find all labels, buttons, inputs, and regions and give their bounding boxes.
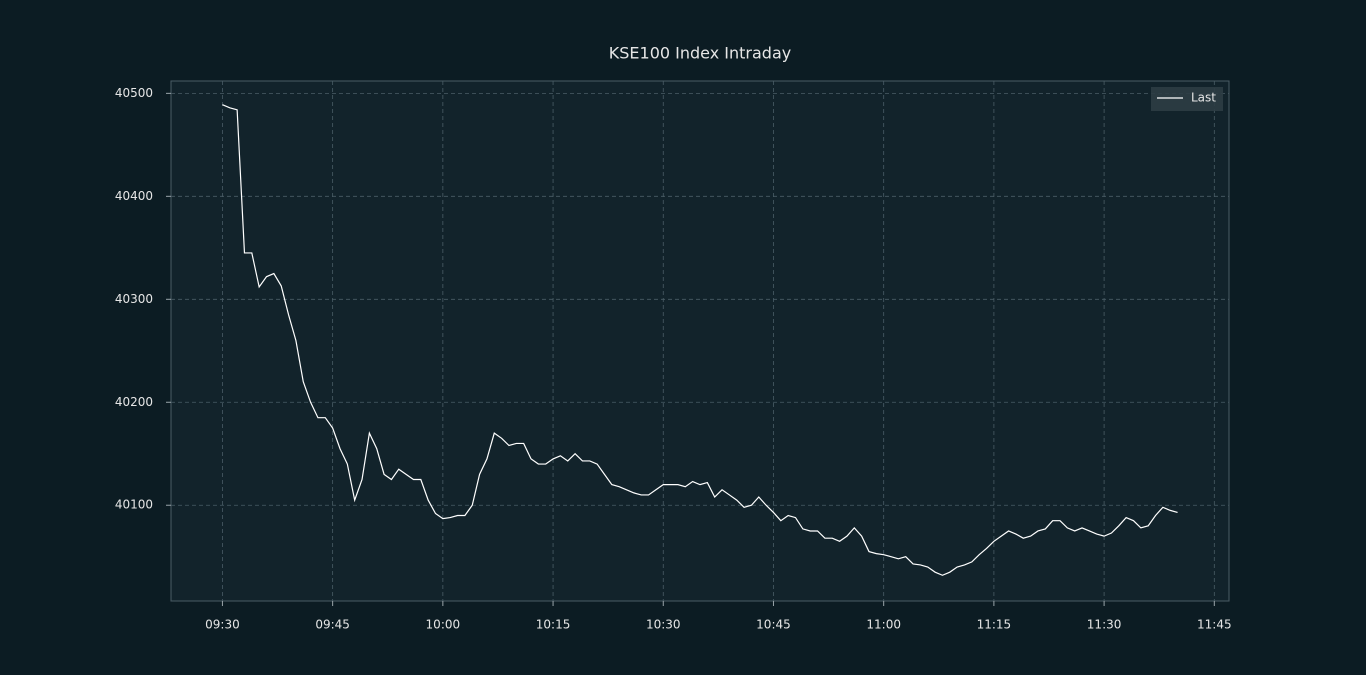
x-tick-label: 11:45 [1197,618,1232,632]
y-tick-label: 40300 [115,292,153,306]
y-tick-label: 40100 [115,498,153,512]
x-tick-label: 11:30 [1087,618,1122,632]
plot-area [170,80,1230,602]
x-tick-label: 10:00 [426,618,461,632]
x-tick-label: 11:00 [866,618,901,632]
line-series [222,104,1178,576]
x-tick-label: 09:45 [315,618,350,632]
x-tick-label: 10:45 [756,618,791,632]
x-tick-label: 09:30 [205,618,240,632]
legend-box [1151,87,1223,111]
x-tick-label: 10:15 [536,618,571,632]
y-tick-label: 40500 [115,86,153,100]
x-tick-label: 10:30 [646,618,681,632]
legend-label: Last [1191,91,1216,105]
chart-title: KSE100 Index Intraday [609,44,791,63]
y-tick-label: 40400 [115,189,153,203]
x-tick-label: 11:15 [977,618,1012,632]
y-tick-label: 40200 [115,395,153,409]
